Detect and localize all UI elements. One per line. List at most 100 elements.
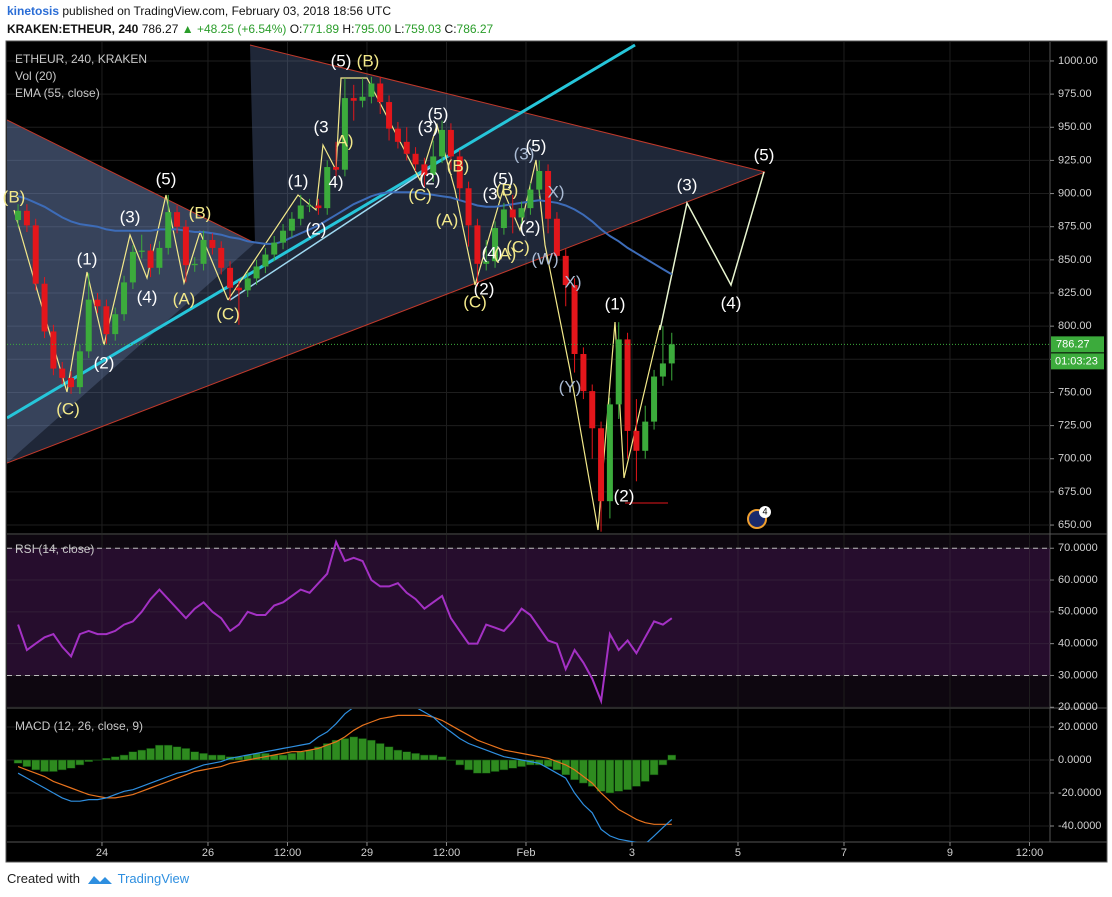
macd-histogram-bar [110,756,120,761]
macd-histogram-bar [605,759,615,794]
candle-body [350,98,357,101]
rsi-line [17,539,673,705]
macd-histogram-bar [146,748,155,761]
macd-histogram-bar [22,759,32,767]
macd-histogram-bar [349,736,358,761]
published: published on TradingView.com, February 0… [62,4,392,18]
change: ▲ +48.25 (+6.54%) [181,22,287,36]
y-tick-label: -40.0000 [1058,820,1101,832]
wave-label: (3 [482,184,497,203]
wave-label: (C) [56,399,80,418]
wave-path [13,194,229,393]
macd-histogram-bar [561,759,570,776]
candle-body [500,209,507,229]
macd-histogram-bar [66,759,76,769]
y-tick-label: 40.0000 [1058,638,1098,650]
wave-label: (Y) [559,377,582,396]
macd-histogram-bar [181,748,191,761]
macd-histogram-bar [473,759,482,774]
macd-line [17,709,673,842]
y-tick-label: -20.0000 [1058,787,1101,799]
candle-body [324,167,331,209]
wave-label: (2) [306,219,327,238]
candle-body [606,404,613,502]
macd-histogram-bar [287,753,297,761]
candle-body [421,164,428,175]
y-tick-label: 800.00 [1058,320,1092,332]
y-tick-label: 70.0000 [1058,542,1098,554]
x-tick-label: 3 [629,847,635,859]
macd-histogram-bar [128,751,138,761]
price-box [1051,336,1104,353]
macd-histogram-bar [384,746,394,761]
wave-label: (B) [189,203,212,222]
wave-label: (3) [677,175,698,194]
candle-body [562,255,569,286]
candle-body [50,331,57,369]
y-tick-label: 725.00 [1058,420,1092,432]
candle-body [642,421,649,451]
macd-histogram-bar [375,743,385,761]
wave-path [227,77,661,531]
wave-label: (2) [420,169,441,188]
wave-label: (5) [526,136,547,155]
candle-body [483,261,490,264]
triangle-edge [249,44,766,173]
wave-label: (5) [754,145,775,164]
candle-body [659,363,666,377]
candle-body [103,306,110,335]
y-tick-label: 0.0000 [1058,754,1092,766]
candle-body [253,266,260,279]
macd-histogram-bar [623,759,632,790]
macd-histogram-bar [57,759,67,771]
candle-body [165,212,172,248]
candle-body [182,226,189,266]
macd-histogram-bar [322,743,332,761]
wave-label: (3) [514,144,535,163]
candle-body [280,230,287,243]
x-tick-label: Feb [516,847,535,859]
candle-body [456,156,463,189]
macd-histogram-bar [437,756,447,761]
l-label: L: [394,22,405,36]
wave-label: A) [337,131,354,150]
wave-label: (5) [428,104,449,123]
candle-body [112,314,119,335]
candle-body [545,171,552,219]
wave-label: (2) [520,217,541,236]
candle-body [571,285,578,354]
y-tick-label: 700.00 [1058,453,1092,465]
countdown-box [1051,353,1104,370]
wave-label: X) [565,272,582,291]
macd-histogram-bar [163,744,173,761]
wave-label: (C) [216,304,240,323]
chart-frame [5,40,1108,863]
candle-body [439,129,446,157]
candle-body [23,210,30,226]
y-tick-label: 20.0000 [1058,701,1098,713]
macd-histogram-bar [119,754,129,761]
candle-body [271,242,278,255]
candle-body [94,299,101,307]
macd-histogram-bar [278,754,288,761]
alert-count: 4 [762,506,767,516]
wave-label: (5) [156,169,177,188]
candle-body [589,391,596,429]
wave-label: (1) [605,294,626,313]
candle-body [147,250,154,268]
wave-label: (B) [496,180,519,199]
y-tick-label: 20.0000 [1058,721,1098,733]
wave-label: (C) [408,185,432,204]
wave-label: (4) [721,293,742,312]
macd-histogram-bar [49,759,58,772]
candle-body [209,239,216,248]
candle-body [553,218,560,256]
brand[interactable]: TradingView [117,871,190,886]
macd-histogram-bar [579,759,588,784]
x-tick-label: 9 [947,847,953,859]
author[interactable]: kinetosis [7,4,60,18]
candle-body [315,205,322,209]
countdown-label: 01:03:23 [1055,355,1098,367]
macd-histogram-bar [587,759,597,787]
